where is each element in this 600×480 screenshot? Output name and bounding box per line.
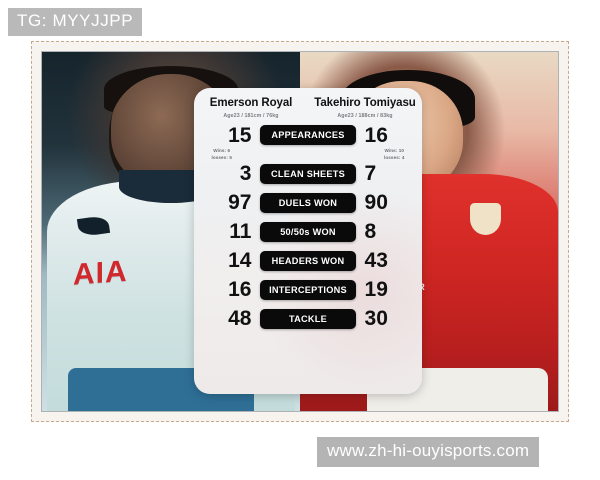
stat-value-right: 30 <box>364 307 388 331</box>
stat-value-left: 48 <box>228 307 252 331</box>
photo-frame-inner: AIA Emirates FLY BETTER Emerson Royal <box>41 51 559 412</box>
stat-value-left: 11 <box>229 220 252 244</box>
stat-value-right: 19 <box>364 278 388 302</box>
player-header-left: Emerson Royal Age23 / 181cm / 76kg <box>194 97 308 119</box>
card-header: Emerson Royal Age23 / 181cm / 76kg Takeh… <box>194 88 422 121</box>
stat-label-pill: DUELS WON <box>260 192 356 213</box>
stat-label-pill: APPEARANCES <box>260 124 356 145</box>
stat-row: 15 Wins: 6 losses: 5 APPEARANCES 16 Wins: 10 l… <box>194 124 422 162</box>
player-header-right: Takehiro Tomiyasu Age23 / 188cm / 83kg <box>308 97 422 119</box>
player-meta-right: Age23 / 188cm / 83kg <box>337 112 393 119</box>
stat-value-left: 97 <box>228 191 252 215</box>
stat-row: 16 INTERCEPTIONS 19 <box>194 276 422 304</box>
stat-row: 48 TACKLE 30 <box>194 305 422 333</box>
stat-subnote-right: Wins: 10 losses: 4 <box>383 147 405 160</box>
player-meta-left: Age23 / 181cm / 76kg <box>223 112 279 119</box>
stat-label-pill: TACKLE <box>260 308 356 329</box>
stat-rows: 15 Wins: 6 losses: 5 APPEARANCES 16 Wins: 10 l… <box>194 121 422 333</box>
stat-value-right: 16 Wins: 10 losses: 4 <box>356 125 422 162</box>
stat-subnote-left: Wins: 6 losses: 5 <box>211 147 232 160</box>
stat-value-right: 43 <box>364 249 388 273</box>
stat-value-left: 16 <box>228 278 252 302</box>
telegram-tag-overlay: TG: MYYJJPP <box>8 8 143 36</box>
arsenal-crest-icon <box>470 202 502 236</box>
stat-row: 97 DUELS WON 90 <box>194 189 422 217</box>
stat-label-pill: CLEAN SHEETS <box>260 163 356 184</box>
stat-value-right: 7 <box>364 162 377 186</box>
photo-frame-outer: AIA Emirates FLY BETTER Emerson Royal <box>31 41 569 422</box>
player-name-right: Takehiro Tomiyasu <box>314 97 416 109</box>
stat-label-pill: HEADERS WON <box>260 250 356 271</box>
stat-value-right: 90 <box>364 191 388 215</box>
stat-value-right: 8 <box>364 220 377 244</box>
stat-value-left: 15 Wins: 6 losses: 5 <box>194 125 260 162</box>
stat-value-left: 3 <box>239 162 252 186</box>
stat-label-pill: 50/50s WON <box>260 221 356 242</box>
stat-row: 11 50/50s WON 8 <box>194 218 422 246</box>
website-watermark-overlay: www.zh-hi-ouyisports.com <box>317 437 540 467</box>
stats-comparison-card: Emerson Royal Age23 / 181cm / 76kg Takeh… <box>194 88 422 394</box>
stat-value-left: 14 <box>228 249 252 273</box>
player-name-left: Emerson Royal <box>209 97 293 109</box>
stat-label-pill: INTERCEPTIONS <box>260 279 356 300</box>
stat-row: 3 CLEAN SHEETS 7 <box>194 160 422 188</box>
stat-row: 14 HEADERS WON 43 <box>194 247 422 275</box>
